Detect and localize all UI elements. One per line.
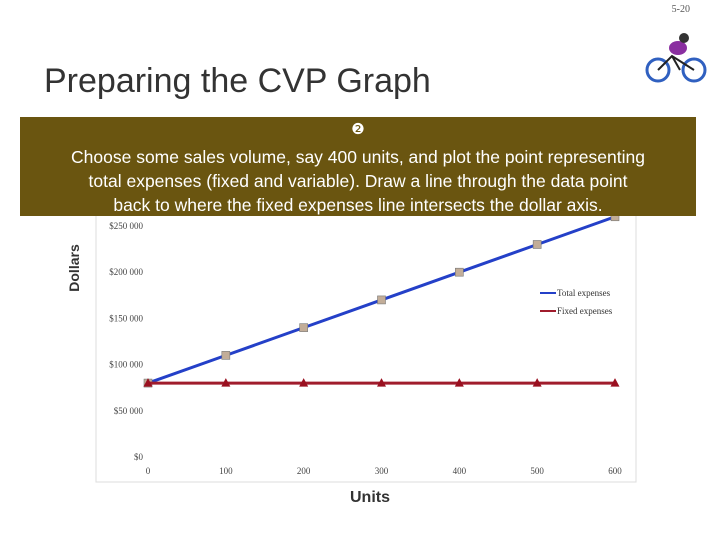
data-point (299, 323, 308, 332)
data-point (610, 378, 620, 387)
callout: ❷ Choose some sales volume, say 400 unit… (20, 117, 696, 216)
data-point (299, 378, 309, 387)
callout-line: total expenses (fixed and variable). Dra… (89, 171, 628, 191)
callout-line: Choose some sales volume, say 400 units,… (71, 147, 645, 167)
y-axis-title: Dollars (66, 244, 82, 292)
callout-line: back to where the fixed expenses line in… (113, 195, 602, 215)
slide-title: Preparing the CVP Graph (44, 62, 431, 100)
x-tick-label: 300 (375, 466, 389, 476)
data-point (455, 267, 464, 277)
callout-box (20, 117, 696, 216)
data-point (532, 240, 542, 249)
bicycle-icon (645, 33, 707, 83)
data-point (143, 378, 153, 387)
x-axis-title: Units (350, 489, 390, 506)
x-tick-label: 600 (608, 466, 622, 476)
y-tick-label: $250 000 (109, 221, 143, 231)
y-tick-label: $150 000 (109, 313, 143, 323)
data-point (454, 378, 464, 387)
data-point (221, 378, 231, 387)
data-point (377, 378, 386, 387)
data-point (532, 378, 542, 387)
x-tick-label: 200 (297, 466, 311, 476)
legend-label: Total expenses (557, 288, 611, 298)
x-tick-label: 400 (453, 466, 467, 476)
y-tick-label: $0 (134, 452, 144, 462)
data-point (377, 295, 386, 305)
page-number: 5-20 (672, 4, 690, 15)
x-tick-label: 100 (219, 466, 233, 476)
callout-number: ❷ (351, 121, 364, 138)
y-tick-label: $50 000 (114, 406, 144, 416)
chart-frame (95, 199, 637, 483)
legend-label: Fixed expenses (557, 306, 613, 316)
chart: $0 $50 000 $100 000 $150 000 $200 000 $250 00… (66, 212, 622, 506)
y-tick-label: $200 000 (109, 267, 143, 277)
data-point (221, 351, 231, 360)
x-tick-label: 0 (146, 466, 151, 476)
x-tick-label: 500 (530, 466, 544, 476)
y-tick-label: $100 000 (109, 360, 143, 370)
